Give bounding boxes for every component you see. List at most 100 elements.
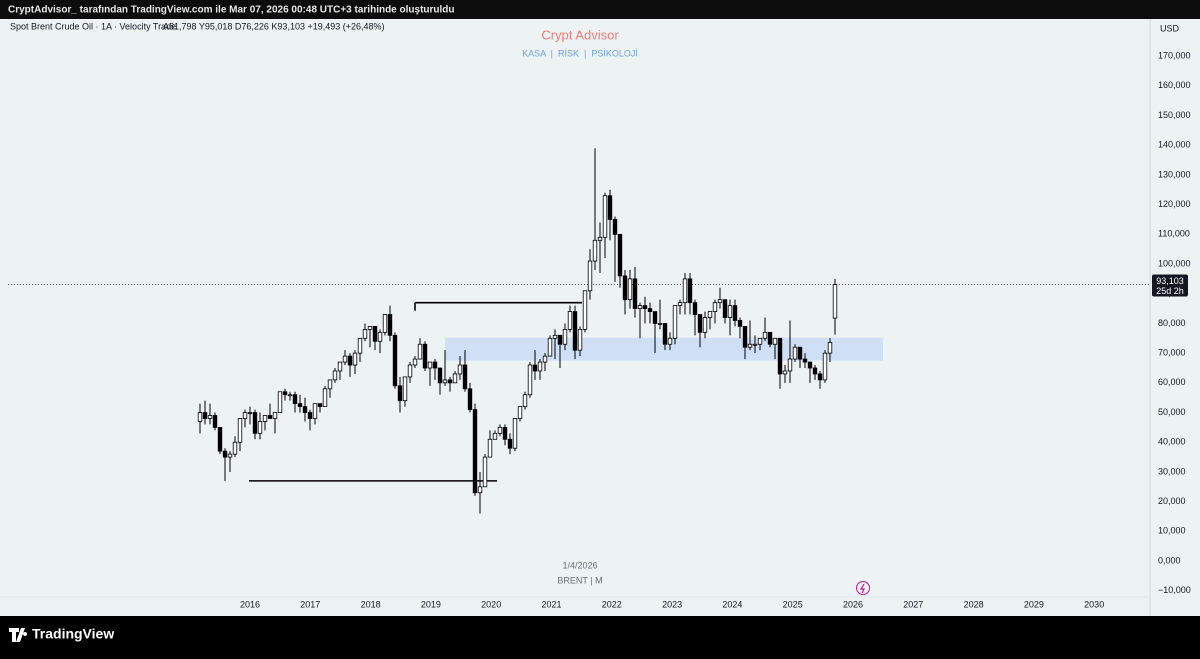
x-tick-label: 2027 <box>903 599 923 609</box>
candle-body <box>712 302 718 312</box>
y-tick-label: 130,000 <box>1158 169 1191 179</box>
event-icon-bolt <box>859 583 865 594</box>
candle-body <box>367 326 373 330</box>
candle-body <box>722 299 728 318</box>
candle-body <box>812 367 818 375</box>
candle-body <box>197 412 203 422</box>
candle-body <box>667 337 673 345</box>
currency: USD <box>1160 23 1180 33</box>
chart-area <box>0 19 1200 616</box>
y-tick-label: 80,000 <box>1158 318 1186 328</box>
candle-body <box>552 334 558 339</box>
candle-body <box>492 432 498 440</box>
candle-body <box>372 326 378 342</box>
candle-body <box>607 195 613 220</box>
candle-body <box>762 331 768 339</box>
candle-body <box>707 311 713 318</box>
candle-body <box>252 412 258 434</box>
candle-body <box>737 320 743 327</box>
candle-body <box>467 388 473 410</box>
event-icon[interactable] <box>856 581 870 595</box>
candle-body <box>407 364 413 378</box>
price-tag-countdown: 25d 2h <box>1156 286 1184 296</box>
candle-body <box>412 358 418 366</box>
candle-body <box>662 323 668 345</box>
candle-body <box>302 406 308 413</box>
top-bar <box>0 0 1200 19</box>
candle-body <box>332 370 338 381</box>
y-tick-label: 40,000 <box>1158 437 1186 447</box>
candle-body <box>292 394 298 405</box>
candle-body <box>357 337 363 354</box>
candle-body <box>817 373 823 381</box>
candle-body <box>277 391 283 413</box>
candle-body <box>752 343 758 346</box>
candle-body <box>237 418 243 443</box>
candle-body <box>682 278 688 304</box>
candle-body <box>272 412 278 419</box>
candle-body <box>392 334 398 387</box>
y-tick-label: 110,000 <box>1158 229 1190 239</box>
candle-body <box>757 337 763 345</box>
x-tick-label: 2026 <box>843 599 863 609</box>
y-tick-label: 70,000 <box>1158 348 1186 358</box>
candle-body <box>557 334 563 345</box>
candle-body <box>362 328 368 339</box>
y-tick-label: 10,000 <box>1158 526 1186 536</box>
candle-body <box>337 361 343 372</box>
candle-body <box>577 328 583 351</box>
candle-body <box>382 314 388 333</box>
candle-body <box>642 305 648 309</box>
candle-body <box>257 421 263 434</box>
series-label: BRENT | M <box>557 575 602 585</box>
candle-body <box>452 373 458 384</box>
candle-body <box>717 299 723 304</box>
x-tick-label: 2019 <box>421 599 441 609</box>
subtitle: KASA | RİSK | PSİKOLOJİ <box>522 48 638 58</box>
candle-body <box>687 278 693 304</box>
x-tick-label: 2022 <box>602 599 622 609</box>
candle-body <box>592 239 598 262</box>
candle-body <box>632 278 638 309</box>
x-tick-label: 2016 <box>240 599 260 609</box>
y-tick-label: 20,000 <box>1158 496 1186 506</box>
y-tick-label: 170,000 <box>1158 51 1191 61</box>
candle-body <box>527 364 533 396</box>
candle-body <box>572 311 578 351</box>
candle-body <box>427 361 433 369</box>
candle-body <box>832 284 838 319</box>
candle-body <box>387 314 393 336</box>
candle-body <box>517 406 523 419</box>
y-tick-label: 150,000 <box>1158 110 1191 120</box>
candle-body <box>612 219 618 235</box>
candle-body <box>672 305 678 339</box>
x-tick-label: 2023 <box>662 599 682 609</box>
candle-body <box>822 352 828 381</box>
x-tick-label: 2018 <box>361 599 381 609</box>
candle-body <box>482 456 488 488</box>
candle-body <box>567 311 573 330</box>
candle-body <box>522 394 528 408</box>
candle-body <box>457 364 463 375</box>
x-tick-label: 2025 <box>783 599 803 609</box>
symbol: Spot Brent Crude Oil · 1A · Velocity Tra… <box>10 21 176 31</box>
candle-body <box>792 346 798 360</box>
candle-body <box>247 412 253 414</box>
candle-body <box>287 394 293 397</box>
candle-body <box>772 337 778 345</box>
candle-body <box>627 278 633 301</box>
candle-body <box>232 441 238 455</box>
x-tick-label: 2029 <box>1024 599 1044 609</box>
candle-body <box>547 337 553 357</box>
candle-body <box>807 361 813 369</box>
candle-body <box>537 361 543 372</box>
candle-body <box>507 438 513 449</box>
footer <box>0 616 1200 654</box>
x-tick-label: 2021 <box>541 599 561 609</box>
candle-body <box>297 403 303 408</box>
y-tick-label: 30,000 <box>1158 466 1186 476</box>
candle-body <box>432 361 438 369</box>
candle-body <box>462 364 468 390</box>
candle-body <box>282 391 288 396</box>
candle-body <box>602 195 608 238</box>
